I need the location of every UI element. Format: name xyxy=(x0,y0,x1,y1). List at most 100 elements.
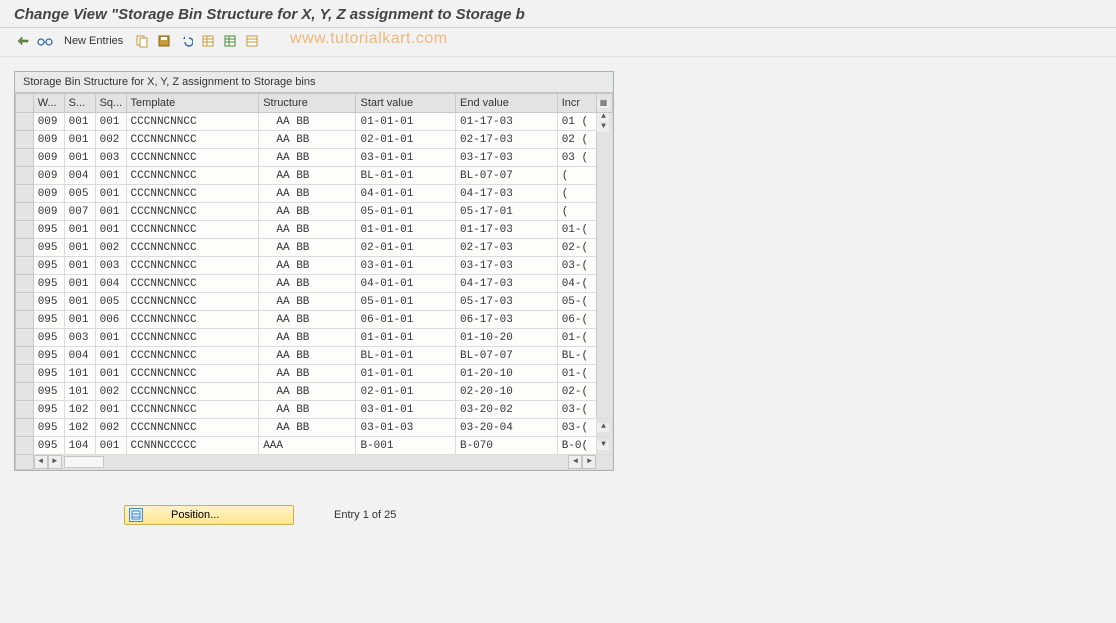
table-config-icon[interactable]: ▦ xyxy=(597,99,609,108)
vscroll-track[interactable]: ▲ ▼ xyxy=(597,113,613,419)
cell-sq[interactable]: 002 xyxy=(95,239,126,257)
row-selector[interactable] xyxy=(16,419,34,437)
cell-start[interactable]: 06-01-01 xyxy=(356,311,456,329)
cell-end[interactable]: 04-17-03 xyxy=(455,185,557,203)
row-selector[interactable] xyxy=(16,329,34,347)
cell-w[interactable]: 095 xyxy=(33,239,64,257)
table-row[interactable]: 009 005 001 CCCNNCNNCC AA BB 04-01-01 04… xyxy=(16,185,613,203)
cell-incr[interactable]: BL-( xyxy=(557,347,597,365)
cell-template[interactable]: CCCNNCNNCC xyxy=(126,131,259,149)
cell-incr[interactable]: 03-( xyxy=(557,257,597,275)
table-row[interactable]: 095 001 001 CCCNNCNNCC AA BB 01-01-01 01… xyxy=(16,221,613,239)
table-row[interactable]: 009 001 002 CCCNNCNNCC AA BB 02-01-01 02… xyxy=(16,131,613,149)
cell-sq[interactable]: 001 xyxy=(95,113,126,131)
new-entries-button[interactable]: New Entries xyxy=(58,35,129,47)
cell-w[interactable]: 095 xyxy=(33,329,64,347)
hscroll-left2-icon[interactable]: ◄ xyxy=(568,455,582,469)
cell-structure[interactable]: AA BB xyxy=(259,185,356,203)
cell-structure[interactable]: AA BB xyxy=(259,203,356,221)
copy-icon[interactable] xyxy=(133,32,151,50)
cell-structure[interactable]: AA BB xyxy=(259,383,356,401)
cell-w[interactable]: 095 xyxy=(33,221,64,239)
cell-incr[interactable]: 04-( xyxy=(557,275,597,293)
cell-start[interactable]: 04-01-01 xyxy=(356,185,456,203)
cell-end[interactable]: 01-17-03 xyxy=(455,113,557,131)
cell-template[interactable]: CCCNNCNNCC xyxy=(126,149,259,167)
cell-sq[interactable]: 001 xyxy=(95,167,126,185)
cell-incr[interactable]: 03 ( xyxy=(557,149,597,167)
cell-start[interactable]: 01-01-01 xyxy=(356,365,456,383)
row-selector[interactable] xyxy=(16,185,34,203)
cell-structure[interactable]: AA BB xyxy=(259,131,356,149)
table-row[interactable]: 095 104 001 CCNNNCCCCC AAA B-001 B-070 B… xyxy=(16,437,613,455)
row-selector[interactable] xyxy=(16,293,34,311)
cell-w[interactable]: 009 xyxy=(33,149,64,167)
cell-template[interactable]: CCCNNCNNCC xyxy=(126,113,259,131)
col-sq[interactable]: Sq... xyxy=(95,94,126,113)
cell-s[interactable]: 101 xyxy=(64,383,95,401)
cell-s[interactable]: 001 xyxy=(64,221,95,239)
cell-start[interactable]: 05-01-01 xyxy=(356,293,456,311)
cell-w[interactable]: 095 xyxy=(33,365,64,383)
cell-structure[interactable]: AA BB xyxy=(259,275,356,293)
cell-incr[interactable]: ( xyxy=(557,185,597,203)
cell-s[interactable]: 001 xyxy=(64,311,95,329)
cell-sq[interactable]: 001 xyxy=(95,221,126,239)
cell-incr[interactable]: 02-( xyxy=(557,383,597,401)
position-button[interactable]: Position... xyxy=(124,505,294,525)
cell-incr[interactable]: 01-( xyxy=(557,329,597,347)
cell-incr[interactable]: B-0( xyxy=(557,437,597,455)
row-selector[interactable] xyxy=(16,401,34,419)
row-selector[interactable] xyxy=(16,257,34,275)
row-selector[interactable] xyxy=(16,347,34,365)
cell-start[interactable]: 03-01-01 xyxy=(356,149,456,167)
cell-start[interactable]: 01-01-01 xyxy=(356,113,456,131)
cell-end[interactable]: 03-17-03 xyxy=(455,149,557,167)
cell-template[interactable]: CCNNNCCCCC xyxy=(126,437,259,455)
cell-w[interactable]: 009 xyxy=(33,203,64,221)
cell-end[interactable]: 01-20-10 xyxy=(455,365,557,383)
cell-template[interactable]: CCCNNCNNCC xyxy=(126,347,259,365)
cell-s[interactable]: 004 xyxy=(64,167,95,185)
cell-incr[interactable]: ( xyxy=(557,203,597,221)
cell-structure[interactable]: AA BB xyxy=(259,311,356,329)
cell-structure[interactable]: AA BB xyxy=(259,149,356,167)
cell-s[interactable]: 104 xyxy=(64,437,95,455)
table-row[interactable]: 095 102 002 CCCNNCNNCC AA BB 03-01-03 03… xyxy=(16,419,613,437)
vscroll-header[interactable]: ▦ xyxy=(597,94,613,113)
cell-structure[interactable]: AA BB xyxy=(259,365,356,383)
cell-s[interactable]: 101 xyxy=(64,365,95,383)
cell-start[interactable]: 05-01-01 xyxy=(356,203,456,221)
cell-start[interactable]: B-001 xyxy=(356,437,456,455)
cell-template[interactable]: CCCNNCNNCC xyxy=(126,239,259,257)
table-row[interactable]: 095 001 003 CCCNNCNNCC AA BB 03-01-01 03… xyxy=(16,257,613,275)
cell-w[interactable]: 095 xyxy=(33,419,64,437)
cell-start[interactable]: 03-01-01 xyxy=(356,401,456,419)
cell-w[interactable]: 009 xyxy=(33,185,64,203)
table2-icon[interactable] xyxy=(221,32,239,50)
row-selector[interactable] xyxy=(16,239,34,257)
col-end[interactable]: End value xyxy=(455,94,557,113)
cell-end[interactable]: BL-07-07 xyxy=(455,167,557,185)
cell-end[interactable]: 03-20-02 xyxy=(455,401,557,419)
cell-template[interactable]: CCCNNCNNCC xyxy=(126,311,259,329)
cell-s[interactable]: 102 xyxy=(64,401,95,419)
cell-w[interactable]: 095 xyxy=(33,383,64,401)
cell-sq[interactable]: 004 xyxy=(95,275,126,293)
vscroll-up2[interactable]: ▲ xyxy=(597,419,613,437)
cell-structure[interactable]: AA BB xyxy=(259,167,356,185)
cell-structure[interactable]: AA BB xyxy=(259,347,356,365)
row-selector[interactable] xyxy=(16,275,34,293)
col-structure[interactable]: Structure xyxy=(259,94,356,113)
cell-sq[interactable]: 001 xyxy=(95,329,126,347)
cell-sq[interactable]: 001 xyxy=(95,437,126,455)
table-row[interactable]: 095 001 005 CCCNNCNNCC AA BB 05-01-01 05… xyxy=(16,293,613,311)
col-selector[interactable] xyxy=(16,94,34,113)
cell-start[interactable]: 03-01-01 xyxy=(356,257,456,275)
col-start[interactable]: Start value xyxy=(356,94,456,113)
cell-s[interactable]: 102 xyxy=(64,419,95,437)
cell-incr[interactable]: 03-( xyxy=(557,419,597,437)
col-s[interactable]: S... xyxy=(64,94,95,113)
table-row[interactable]: 009 001 001 CCCNNCNNCC AA BB 01-01-01 01… xyxy=(16,113,613,131)
cell-template[interactable]: CCCNNCNNCC xyxy=(126,365,259,383)
